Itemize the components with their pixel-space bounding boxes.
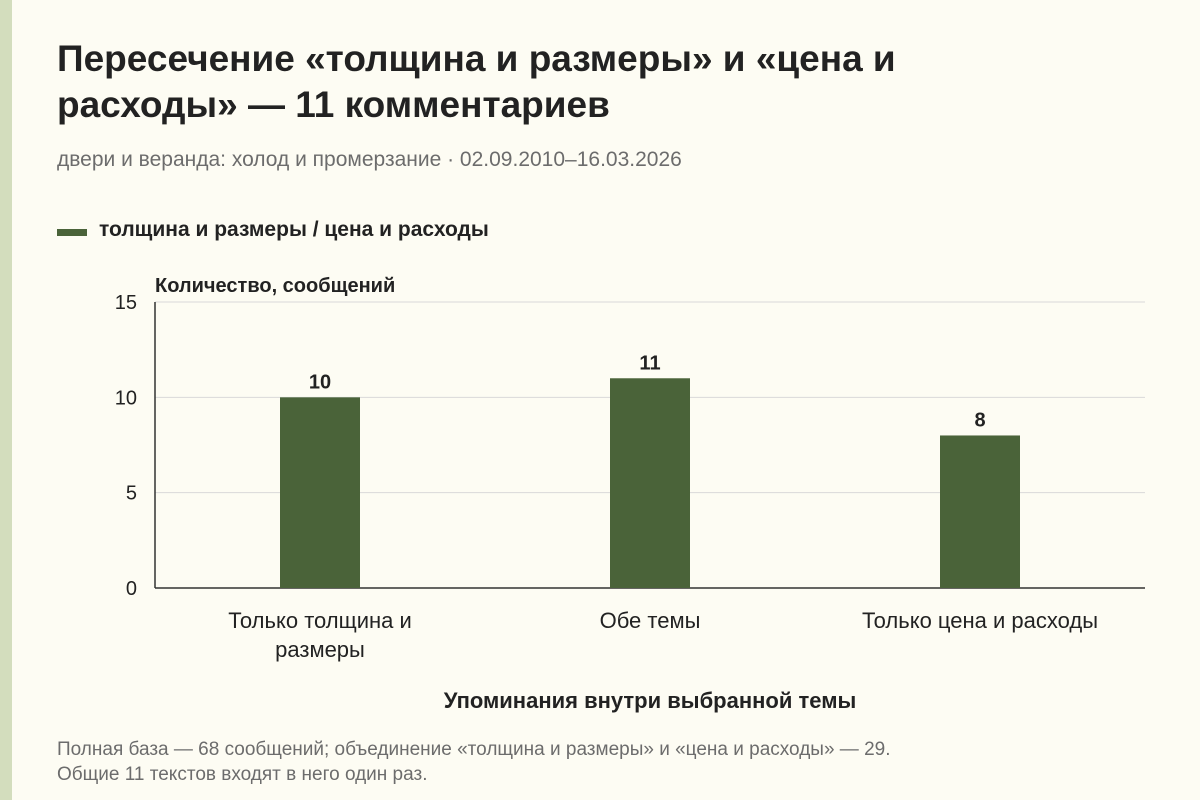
legend-swatch [57, 228, 87, 236]
bar-value-label: 11 [639, 352, 660, 374]
footnote: Полная база — 68 сообщений; объединение … [57, 737, 1157, 787]
x-tick-label-line: размеры [275, 637, 365, 662]
bar-value-label: 10 [309, 371, 331, 393]
chart-title: Пересечение «толщина и размеры» и «цена … [57, 36, 1157, 128]
bar-value-label: 8 [974, 409, 985, 431]
y-tick-label: 5 [126, 483, 137, 505]
bar-2 [610, 378, 690, 588]
chart-title-line-2: расходы» — 11 комментариев [57, 84, 610, 125]
legend-label: толщина и размеры / цена и расходы [99, 218, 489, 241]
y-tick-label: 10 [115, 387, 137, 409]
x-axis-label: Упоминания внутри выбранной темы [444, 688, 857, 713]
y-tick-label: 15 [115, 292, 137, 314]
bar-1 [280, 397, 360, 588]
x-tick-label: Только толщина и размеры [228, 608, 412, 662]
x-tick-label-line: Только толщина и [228, 608, 412, 633]
left-accent-stripe [0, 0, 12, 800]
y-axis-label: Количество, сообщений [155, 275, 395, 297]
footnote-line-1: Полная база — 68 сообщений; объединение … [57, 739, 891, 760]
x-tick-label-line: Обе темы [600, 608, 701, 633]
y-tick-label: 0 [126, 578, 137, 600]
bar-3 [940, 435, 1020, 588]
x-tick-label: Только цена и расходы [862, 608, 1098, 633]
x-tick-label-line: Только цена и расходы [862, 608, 1098, 633]
footnote-line-2: Общие 11 текстов входят в него один раз. [57, 764, 428, 785]
x-tick-label: Обе темы [600, 608, 701, 633]
legend: толщина и размеры / цена и расходы [57, 218, 489, 242]
chart-subtitle: двери и веранда: холод и промерзание · 0… [57, 148, 682, 171]
chart-title-line-1: Пересечение «толщина и размеры» и «цена … [57, 38, 896, 79]
